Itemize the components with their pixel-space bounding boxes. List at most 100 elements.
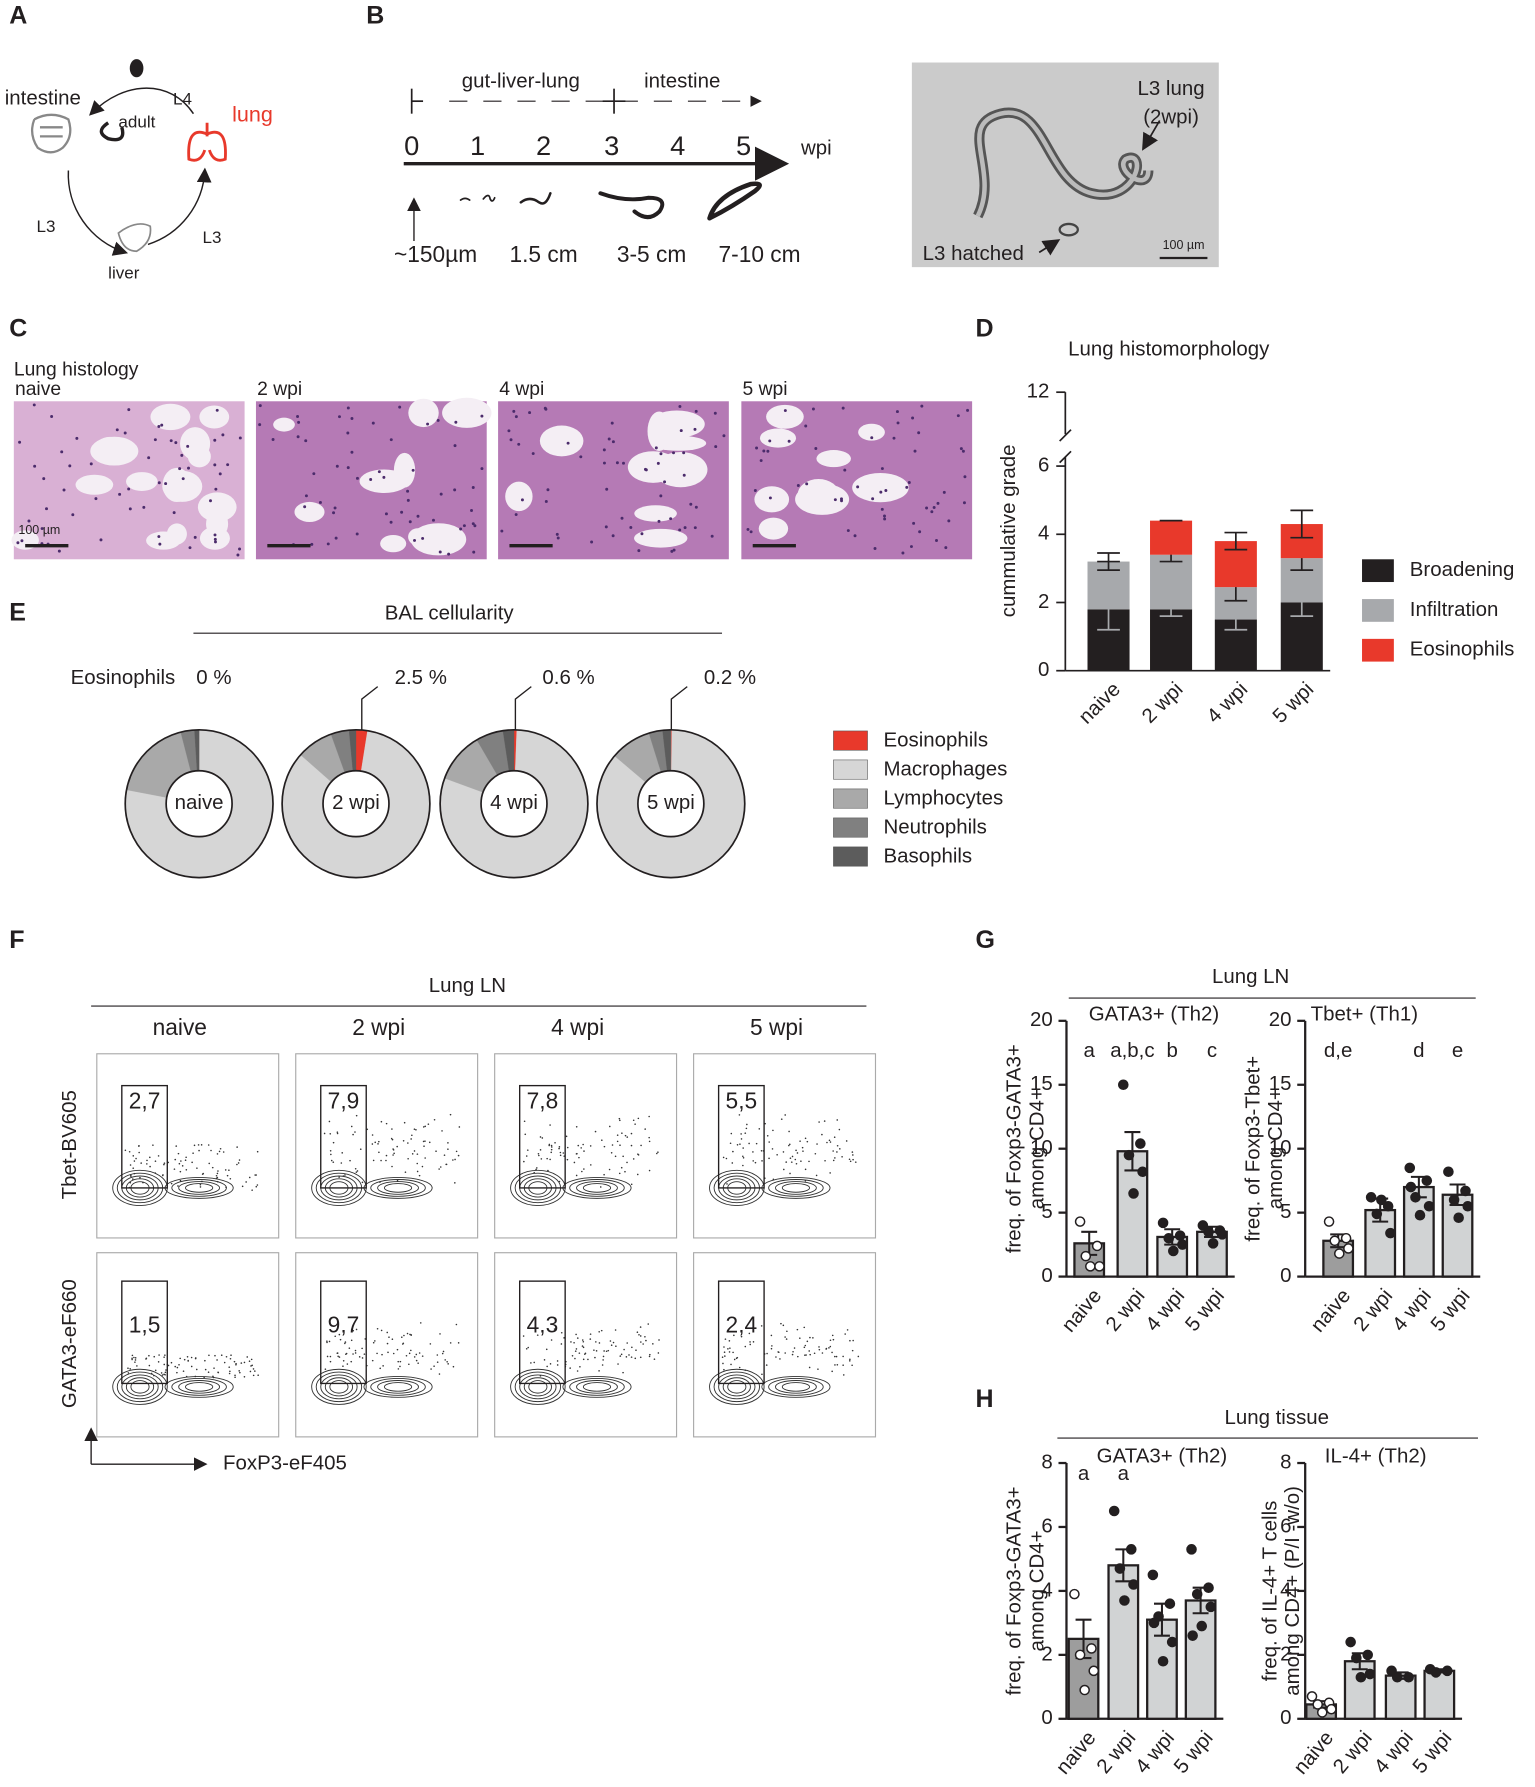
nucleus — [840, 497, 843, 501]
event — [354, 1131, 356, 1133]
chart-title: IL-4+ (Th2) — [1325, 1445, 1427, 1468]
nucleus — [213, 438, 217, 442]
event — [831, 1370, 833, 1373]
contour — [329, 1380, 349, 1394]
contour — [523, 1377, 552, 1397]
event — [816, 1143, 818, 1145]
nucleus — [271, 438, 275, 441]
event — [620, 1166, 623, 1169]
event — [576, 1370, 579, 1372]
contour — [775, 1380, 817, 1394]
event — [163, 1162, 166, 1164]
event — [791, 1353, 794, 1356]
nucleus — [883, 517, 887, 521]
event — [354, 1167, 357, 1170]
nucleus — [334, 536, 338, 540]
nucleus — [94, 497, 98, 501]
data-point — [1371, 1208, 1383, 1220]
event — [418, 1174, 421, 1177]
event — [421, 1165, 424, 1168]
event — [224, 1169, 227, 1171]
data-point — [1351, 1652, 1362, 1664]
data-point — [1216, 1229, 1228, 1240]
nucleus — [221, 433, 225, 437]
contour — [718, 1374, 756, 1400]
nucleus — [901, 551, 905, 555]
event — [618, 1117, 621, 1120]
nucleus — [853, 534, 857, 538]
legend-swatch — [1362, 638, 1394, 662]
event — [223, 1361, 226, 1364]
nucleus — [620, 516, 624, 520]
event — [598, 1331, 600, 1333]
nucleus — [318, 500, 322, 504]
alveolus — [273, 417, 295, 432]
data-point — [1147, 1569, 1159, 1581]
event — [391, 1338, 394, 1340]
event — [197, 1144, 200, 1146]
nucleus — [911, 416, 915, 420]
y-axis-label: GATA3-eF660 — [58, 1279, 81, 1408]
event — [127, 1372, 130, 1374]
nucleus — [689, 502, 693, 506]
event — [237, 1162, 240, 1164]
nucleus — [935, 539, 938, 543]
nucleus — [447, 552, 451, 556]
event — [559, 1151, 562, 1154]
y-tick-label: 4 — [1038, 522, 1049, 545]
event — [578, 1352, 581, 1354]
nucleus — [678, 404, 682, 408]
event — [409, 1333, 411, 1336]
nucleus — [389, 520, 393, 524]
axis-break — [1059, 429, 1072, 442]
nucleus — [693, 427, 697, 431]
nucleus — [335, 464, 339, 468]
event — [812, 1337, 814, 1339]
y-tick-label: 0 — [1041, 1264, 1052, 1287]
event — [536, 1334, 539, 1336]
data-point — [1203, 1226, 1214, 1238]
event — [392, 1352, 395, 1355]
event — [199, 1186, 202, 1188]
event — [635, 1349, 637, 1351]
data-point — [1177, 1239, 1188, 1250]
event — [570, 1341, 572, 1343]
nucleus — [310, 542, 314, 546]
event — [202, 1172, 205, 1175]
nucleus — [884, 489, 888, 492]
event — [587, 1358, 589, 1361]
event — [779, 1358, 781, 1360]
event — [167, 1364, 170, 1367]
event — [761, 1373, 763, 1376]
y-axis-label: freq. of IL-4+ T cells — [1258, 1501, 1281, 1682]
event — [823, 1120, 826, 1122]
x-axis-label: FoxP3-eF405 — [223, 1452, 347, 1475]
event — [768, 1141, 770, 1143]
contour — [171, 1179, 227, 1197]
nucleus — [610, 421, 614, 425]
event — [248, 1176, 251, 1179]
event — [723, 1368, 725, 1371]
y-axis-label: cummulative grade — [997, 444, 1020, 617]
event — [543, 1359, 546, 1361]
event — [526, 1149, 529, 1151]
event — [842, 1374, 845, 1376]
event — [328, 1340, 331, 1343]
event — [415, 1359, 418, 1362]
data-point — [1462, 1200, 1474, 1212]
event — [163, 1163, 165, 1166]
flow-title: Lung LN — [429, 974, 506, 997]
event — [594, 1130, 597, 1133]
nucleus — [682, 451, 686, 455]
data-point — [1128, 1579, 1139, 1590]
nucleus — [18, 440, 22, 444]
x-tick-label: naive — [1306, 1284, 1355, 1336]
nucleus — [128, 507, 132, 511]
event — [610, 1151, 613, 1154]
y-tick-label: 2 — [1041, 1642, 1052, 1665]
nucleus — [543, 406, 547, 410]
event — [648, 1115, 650, 1118]
event — [522, 1335, 525, 1337]
contour — [569, 1179, 625, 1197]
week-label: 1 — [470, 130, 485, 161]
